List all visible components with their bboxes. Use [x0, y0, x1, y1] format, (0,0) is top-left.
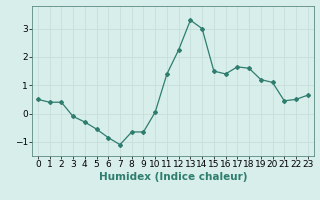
X-axis label: Humidex (Indice chaleur): Humidex (Indice chaleur) [99, 172, 247, 182]
